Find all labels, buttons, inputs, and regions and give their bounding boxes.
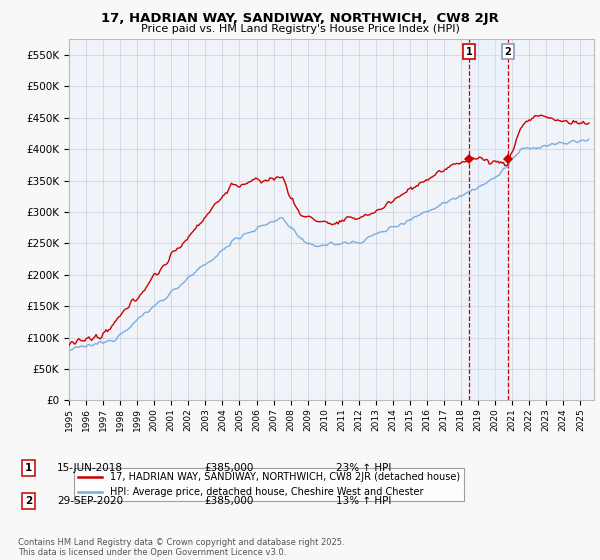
Text: £385,000: £385,000 bbox=[204, 463, 253, 473]
Text: 23% ↑ HPI: 23% ↑ HPI bbox=[336, 463, 391, 473]
Bar bbox=[469, 39, 508, 400]
Text: 29-SEP-2020: 29-SEP-2020 bbox=[57, 496, 123, 506]
Text: £385,000: £385,000 bbox=[204, 496, 253, 506]
Text: 1: 1 bbox=[466, 47, 472, 57]
Text: 2: 2 bbox=[505, 47, 511, 57]
Legend: 17, HADRIAN WAY, SANDIWAY, NORTHWICH, CW8 2JR (detached house), HPI: Average pri: 17, HADRIAN WAY, SANDIWAY, NORTHWICH, CW… bbox=[74, 469, 464, 501]
Text: 2: 2 bbox=[25, 496, 32, 506]
Text: 13% ↑ HPI: 13% ↑ HPI bbox=[336, 496, 391, 506]
Text: Price paid vs. HM Land Registry's House Price Index (HPI): Price paid vs. HM Land Registry's House … bbox=[140, 24, 460, 34]
Text: 17, HADRIAN WAY, SANDIWAY, NORTHWICH,  CW8 2JR: 17, HADRIAN WAY, SANDIWAY, NORTHWICH, CW… bbox=[101, 12, 499, 25]
Text: Contains HM Land Registry data © Crown copyright and database right 2025.
This d: Contains HM Land Registry data © Crown c… bbox=[18, 538, 344, 557]
Text: 1: 1 bbox=[25, 463, 32, 473]
Text: 15-JUN-2018: 15-JUN-2018 bbox=[57, 463, 123, 473]
